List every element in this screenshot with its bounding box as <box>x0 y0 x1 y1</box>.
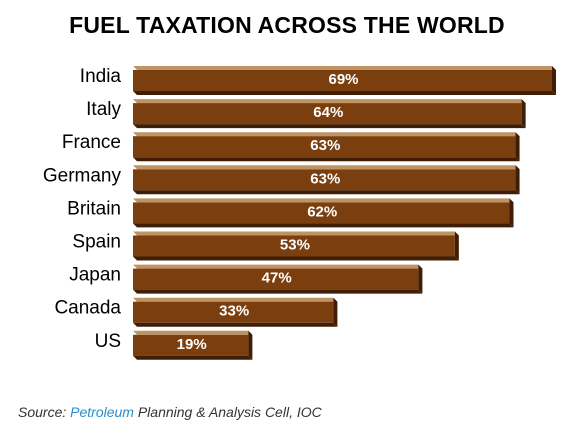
bar-top-spain <box>133 231 459 236</box>
category-label-britain: Britain <box>67 198 121 219</box>
bar-top-britain <box>133 198 514 203</box>
bar-britain <box>133 202 510 224</box>
value-label-italy: 64% <box>313 104 343 121</box>
category-label-canada: Canada <box>54 298 121 319</box>
bar-top-india <box>133 66 556 70</box>
bar-bottom-canada <box>133 322 338 327</box>
bar-top-japan <box>133 264 423 269</box>
category-label-spain: Spain <box>72 232 121 253</box>
bar-top-france <box>133 132 520 137</box>
bar-top-canada <box>133 297 338 302</box>
bar-bottom-us <box>133 355 253 360</box>
category-label-france: France <box>62 132 121 153</box>
value-label-canada: 33% <box>219 303 249 320</box>
category-label-japan: Japan <box>69 265 121 286</box>
bar-top-italy <box>133 99 526 104</box>
bar-bottom-japan <box>133 289 423 294</box>
value-label-france: 63% <box>310 137 340 154</box>
bar-side-spain <box>454 231 459 261</box>
bar-side-us <box>248 330 253 360</box>
value-label-us: 19% <box>177 336 207 353</box>
bar-us <box>133 334 249 356</box>
bar-side-france <box>515 132 520 162</box>
value-label-spain: 53% <box>280 237 310 254</box>
bar-side-germany <box>515 165 520 195</box>
bar-canada <box>133 301 334 323</box>
category-label-italy: Italy <box>86 99 121 120</box>
bar-top-us <box>133 330 253 335</box>
bar-bottom-india <box>133 91 556 95</box>
bar-france <box>133 136 516 158</box>
bar-bottom-germany <box>133 190 520 195</box>
bar-side-britain <box>509 198 514 228</box>
bar-bottom-britain <box>133 223 514 228</box>
bar-italy <box>133 103 522 125</box>
bar-spain <box>133 235 455 257</box>
value-label-japan: 47% <box>262 270 292 287</box>
source-prefix: Source: <box>18 404 71 420</box>
value-label-germany: 63% <box>310 170 340 187</box>
bar-india <box>133 70 552 91</box>
bar-germany <box>133 169 516 191</box>
source-suffix: Planning & Analysis Cell, IOC <box>133 404 322 420</box>
bar-bottom-spain <box>133 256 459 261</box>
bar-top-germany <box>133 165 520 170</box>
bar-japan <box>133 268 419 290</box>
bar-side-india <box>552 66 556 95</box>
source-caption: Source: Petroleum Planning & Analysis Ce… <box>18 404 322 420</box>
category-label-india: India <box>80 66 122 87</box>
bar-side-canada <box>333 297 338 327</box>
category-label-us: US <box>95 331 121 352</box>
bar-side-italy <box>521 99 526 129</box>
source-link[interactable]: Petroleum <box>70 404 134 420</box>
value-label-britain: 62% <box>307 203 337 220</box>
bar-bottom-italy <box>133 124 526 129</box>
value-label-india: 69% <box>328 71 358 88</box>
category-label-germany: Germany <box>43 165 122 186</box>
bar-side-japan <box>418 264 423 294</box>
bar-bottom-france <box>133 157 520 162</box>
chart-title: FUEL TAXATION ACROSS THE WORLD <box>69 12 505 38</box>
